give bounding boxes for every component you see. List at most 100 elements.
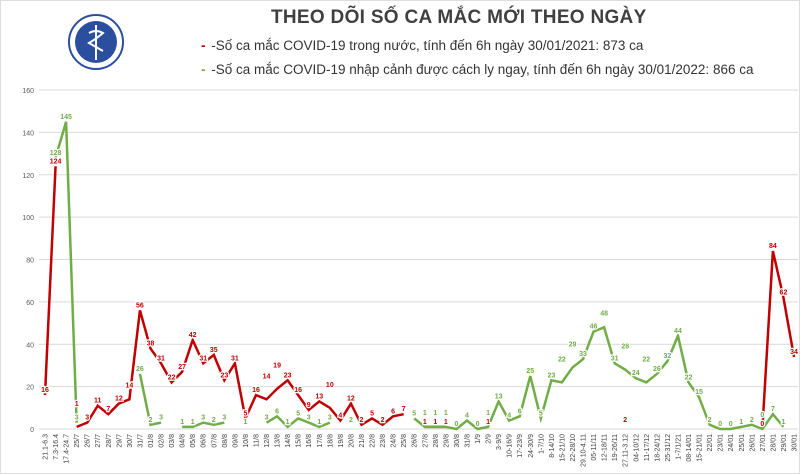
data-label: 22	[685, 374, 693, 381]
x-tick-label: 10/8	[243, 434, 250, 448]
x-tick-label: 18/8	[327, 434, 334, 448]
x-tick-label: 06/8	[201, 434, 208, 448]
data-label: 1	[317, 419, 321, 426]
x-tick-label: 17.4-24.7	[64, 434, 71, 464]
x-tick-label: 8-14/10	[549, 434, 556, 458]
y-tick-label: 20	[26, 385, 34, 392]
x-tick-label: 13/8	[275, 434, 282, 448]
data-label: 1	[423, 410, 427, 417]
data-label: 48	[600, 310, 608, 317]
x-tick-label: 12/8	[264, 434, 271, 448]
y-tick-label: 120	[22, 173, 34, 180]
data-label: 1	[444, 410, 448, 417]
data-label: 10	[326, 382, 334, 389]
x-tick-label: 02/8	[159, 434, 166, 448]
data-label: 11	[94, 398, 102, 405]
data-label: 1	[433, 410, 437, 417]
data-label: 27	[178, 364, 186, 371]
legend-label: -Số ca mắc COVID-19 trong nước, tính đến…	[211, 38, 644, 53]
x-tick-label: 12-18/11	[602, 434, 609, 461]
y-tick-label: 0	[30, 427, 34, 434]
x-tick-label: 29/7	[116, 434, 123, 448]
data-label: 26	[653, 366, 661, 373]
data-label: 2	[381, 417, 385, 424]
data-label: 38	[147, 340, 155, 347]
data-label: 3	[328, 415, 332, 422]
x-tick-label: 22/01	[707, 434, 714, 452]
x-tick-label: 3-9/9	[496, 434, 503, 450]
data-label: 3	[201, 415, 205, 422]
data-label: 34	[790, 349, 798, 356]
x-tick-label: 15-21/01	[697, 434, 704, 462]
x-tick-label: 19-26/11	[612, 434, 619, 461]
data-label: 42	[189, 332, 197, 339]
data-label: 31	[231, 355, 239, 362]
data-label: 12	[347, 396, 355, 403]
legend-item-imported: - -Số ca mắc COVID-19 nhập cảnh được các…	[201, 62, 754, 77]
data-label: 5	[243, 410, 247, 417]
data-label: 23	[284, 372, 292, 379]
data-label: 5	[370, 410, 374, 417]
y-tick-label: 100	[22, 215, 34, 222]
data-label: 9	[307, 402, 311, 409]
x-tick-label: 23/01	[718, 434, 725, 452]
x-tick-label: 2/9	[486, 434, 493, 444]
data-label: 2	[149, 417, 153, 424]
x-tick-label: 05-11/11	[591, 434, 598, 461]
legend-item-domestic: - -Số ca mắc COVID-19 trong nước, tính đ…	[201, 38, 644, 53]
x-tick-label: 29.10-4.11	[581, 434, 588, 467]
series-line-1	[182, 421, 225, 429]
data-label: 22	[168, 374, 176, 381]
x-tick-label: 20/8	[348, 434, 355, 448]
x-tick-label: 23/8	[380, 434, 387, 448]
data-label: 1	[286, 419, 290, 426]
x-tick-label: 24-30/9	[528, 434, 535, 458]
data-label: 33	[579, 351, 587, 358]
data-label: 16	[294, 387, 302, 394]
series-line-0	[43, 166, 57, 396]
data-label: 1	[781, 419, 785, 426]
y-tick-label: 140	[22, 130, 34, 137]
data-label: 3	[75, 415, 79, 422]
x-tick-label: 28/01	[770, 434, 777, 452]
data-label: 22	[642, 356, 650, 363]
data-label: 3	[222, 415, 226, 422]
data-label: 14	[263, 373, 271, 380]
x-tick-label: 1-7/10	[538, 434, 545, 454]
data-label: 19	[273, 363, 281, 370]
data-label: 3	[265, 415, 269, 422]
series-line-0	[76, 310, 404, 429]
data-label: 124	[50, 158, 62, 165]
x-tick-label: 25/01	[739, 434, 746, 452]
data-label: 1	[75, 401, 79, 408]
ministry-of-health-logo	[68, 14, 124, 70]
x-tick-label: 01/8	[148, 434, 155, 448]
data-label: 0	[718, 421, 722, 428]
x-tick-label: 31/7	[137, 434, 144, 448]
data-label: 62	[780, 290, 788, 297]
x-tick-label: 27.11-3.12	[623, 434, 630, 467]
x-tick-label: 17/8	[317, 434, 324, 448]
data-label: 31	[199, 355, 207, 362]
data-label: 1	[433, 419, 437, 426]
x-tick-label: 25-31/12	[665, 434, 672, 462]
data-label: 4	[465, 413, 469, 420]
data-label: 1	[486, 419, 490, 426]
x-tick-label: 25/8	[401, 434, 408, 448]
series-line-0	[761, 250, 796, 430]
data-label: 1	[423, 419, 427, 426]
data-label: 84	[769, 243, 777, 250]
x-tick-label: 28/8	[433, 434, 440, 448]
data-label: 23	[220, 372, 228, 379]
x-tick-label: 17-23/9	[517, 434, 524, 458]
data-label: 44	[674, 328, 682, 335]
x-tick-label: 1-7/1/21	[675, 434, 682, 460]
x-tick-label: 07/8	[211, 434, 218, 448]
data-label: 2	[360, 417, 364, 424]
series-line-1	[54, 121, 78, 423]
data-label: 3	[307, 415, 311, 422]
data-label: 16	[252, 387, 260, 394]
data-label: 28	[621, 344, 629, 351]
data-label: 22	[558, 356, 566, 363]
data-label: 13	[495, 393, 503, 400]
